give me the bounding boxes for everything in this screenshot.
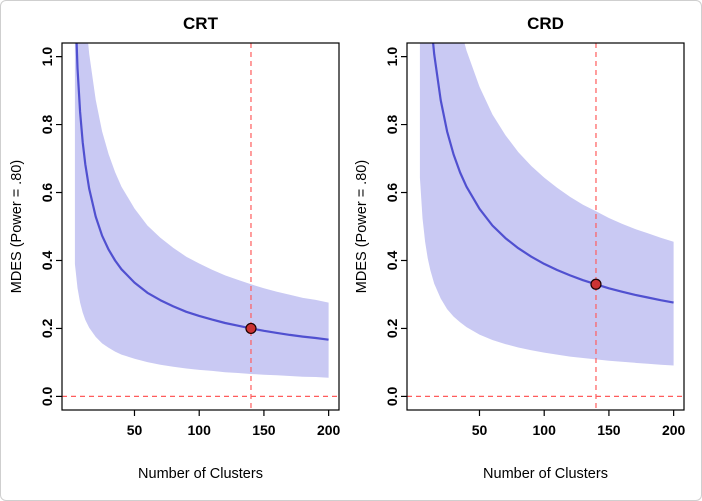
y-tick-label: 0.2 xyxy=(384,319,400,339)
x-tick-label: 50 xyxy=(127,422,143,438)
y-tick-label: 0.2 xyxy=(39,319,55,339)
y-tick-label: 0.8 xyxy=(39,115,55,135)
y-tick-label: 0.4 xyxy=(39,251,55,271)
y-tick-label: 0.6 xyxy=(384,183,400,203)
crt-chart: 50 100 150 200 0.0 0.2 0.4 0.6 0.8 1.0 CRT Number o… xyxy=(9,14,341,482)
x-tick-label: 200 xyxy=(662,422,686,438)
crt-panel: 50 100 150 200 0.0 0.2 0.4 0.6 0.8 1.0 CRT Number o… xyxy=(6,7,351,494)
x-tick-label: 100 xyxy=(533,422,557,438)
y-tick-label: 0.0 xyxy=(39,386,55,406)
y-tick-label: 0.0 xyxy=(384,386,400,406)
plot-region xyxy=(407,43,684,410)
y-tick-label: 0.8 xyxy=(384,115,400,135)
plot-region xyxy=(62,43,339,410)
confidence-band xyxy=(419,43,674,366)
y-tick-label: 1.0 xyxy=(39,47,55,67)
x-tick-label: 150 xyxy=(597,422,621,438)
chart-title: CRD xyxy=(527,14,564,33)
y-axis-label: MDES (Power = .80) xyxy=(9,160,25,293)
y-axis-label: MDES (Power = .80) xyxy=(354,160,370,293)
mdes-point-marker xyxy=(590,278,602,290)
crd-panel: 50 100 150 200 0.0 0.2 0.4 0.6 0.8 1.0 CRD Number o… xyxy=(351,7,696,494)
x-axis-label: Number of Clusters xyxy=(483,466,608,482)
x-tick-label: 150 xyxy=(252,422,276,438)
confidence-band xyxy=(74,43,329,378)
y-tick-label: 0.4 xyxy=(384,251,400,271)
x-axis-label: Number of Clusters xyxy=(138,466,263,482)
plot-box xyxy=(406,42,685,411)
chart-title: CRT xyxy=(183,14,219,33)
mdes-curve xyxy=(75,43,329,341)
mdes-curve xyxy=(432,43,674,304)
y-tick-label: 1.0 xyxy=(384,47,400,67)
x-tick-label: 100 xyxy=(188,422,212,438)
plot-box xyxy=(61,42,340,411)
x-tick-label: 200 xyxy=(317,422,341,438)
x-tick-label: 50 xyxy=(472,422,488,438)
mdes-point-marker xyxy=(245,322,257,335)
crd-chart: 50 100 150 200 0.0 0.2 0.4 0.6 0.8 1.0 CRD Number o… xyxy=(354,14,686,482)
y-tick-label: 0.6 xyxy=(39,183,55,203)
